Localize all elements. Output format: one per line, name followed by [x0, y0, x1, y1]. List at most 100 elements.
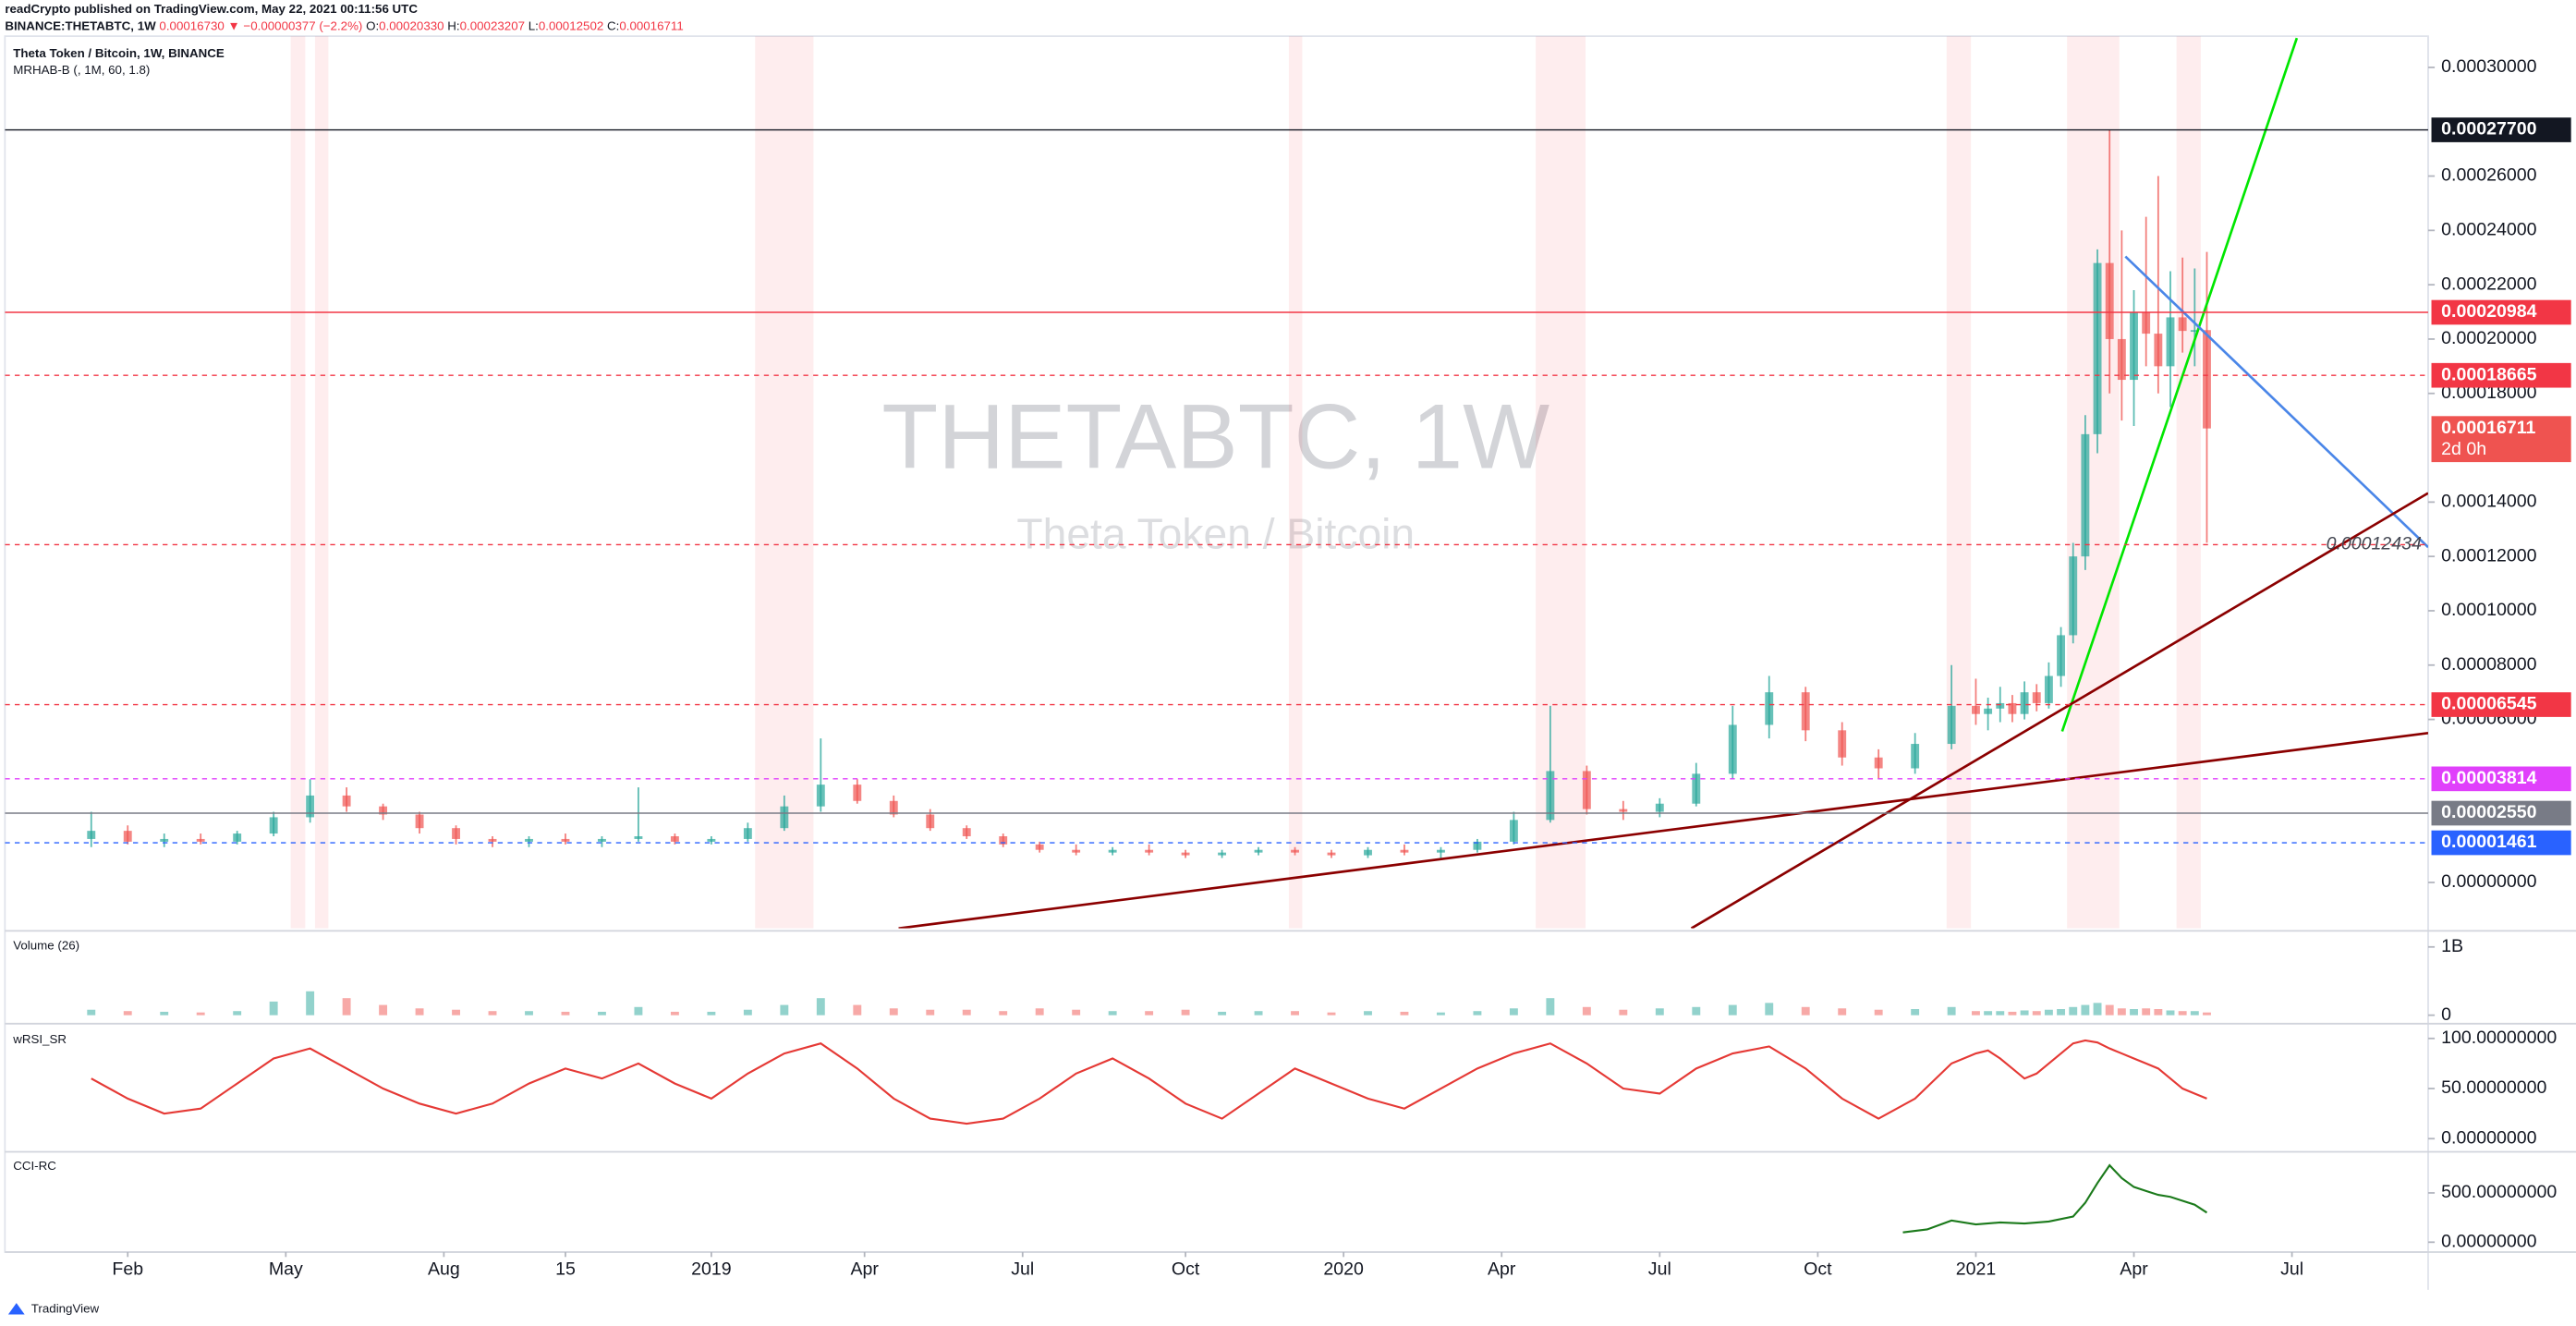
volume-bar	[2203, 1012, 2211, 1016]
x-tick-label: Apr	[1488, 1259, 1516, 1280]
volume-bar	[2130, 1009, 2138, 1016]
candle-body	[1546, 771, 1555, 821]
volume-bar	[2190, 1011, 2199, 1016]
close-label: C:	[607, 18, 619, 32]
x-tick-label: Oct	[1172, 1259, 1200, 1280]
volume-bar	[379, 1004, 388, 1016]
y-tick-label: 0.00020000	[2441, 328, 2536, 348]
volume-bar	[415, 1008, 424, 1016]
candle-body	[598, 838, 606, 842]
y-tick-label: 100.00000000	[2441, 1028, 2557, 1048]
level-label: 0.00002550	[2441, 802, 2536, 822]
x-tick-label: 2019	[691, 1259, 731, 1280]
level-label: 0.00020984	[2441, 301, 2536, 322]
level-label: 0.00018665	[2441, 364, 2536, 384]
candle-body	[1473, 841, 1482, 850]
y-tick-label: 0	[2441, 1004, 2451, 1025]
y-tick-label: 0.00010000	[2441, 600, 2536, 620]
volume-bar	[1655, 1008, 1664, 1016]
volume-bar	[670, 1011, 679, 1016]
candle-body	[2105, 262, 2114, 339]
y-tick-label: 0.00008000	[2441, 654, 2536, 675]
candle-body	[1619, 809, 1628, 812]
candle-body	[1218, 852, 1227, 856]
high-label: H:	[447, 18, 459, 32]
candle-body	[2093, 262, 2102, 434]
level-inline-label: 0.00012434	[2327, 534, 2422, 554]
volume-bar	[342, 998, 351, 1016]
indicator-legend: MRHAB-B (, 1M, 60, 1.8)	[13, 63, 150, 77]
volume-bar	[1473, 1011, 1482, 1016]
candle-body	[780, 806, 789, 829]
volume-bar	[743, 1009, 752, 1016]
y-tick-label: 0.00030000	[2441, 56, 2536, 77]
pane-title: CCI-RC	[13, 1159, 56, 1173]
volume-bar	[87, 1009, 96, 1016]
last-price: 0.00016730	[159, 18, 224, 32]
candle-body	[1108, 849, 1117, 853]
volume-bar	[2032, 1011, 2041, 1016]
volume-bar	[1436, 1012, 1445, 1016]
candle-body	[962, 828, 971, 837]
x-tick-label: Oct	[1804, 1259, 1832, 1280]
candle-body	[1655, 803, 1664, 812]
volume-bar	[1291, 1011, 1299, 1016]
volume-bar	[160, 1011, 169, 1016]
y-tick-label: 50.00000000	[2441, 1077, 2546, 1098]
level-label: 0.00001461	[2441, 832, 2536, 852]
volume-bar	[853, 1004, 862, 1016]
candle-body	[2130, 311, 2138, 381]
candle-body	[379, 806, 388, 815]
candle-body	[415, 814, 424, 829]
level-label-bg	[2431, 362, 2571, 388]
candle-body	[2142, 311, 2151, 335]
candle-body	[1765, 692, 1774, 725]
volume-bar	[707, 1011, 716, 1016]
candle-body	[2020, 692, 2029, 714]
candle-body	[2154, 334, 2163, 367]
candle-body	[306, 795, 315, 818]
y-tick-label: 0.00014000	[2441, 492, 2536, 512]
volume-bar	[561, 1011, 570, 1016]
volume-bar	[123, 1011, 132, 1016]
volume-bar	[1972, 1011, 1980, 1016]
candle-body	[1728, 724, 1737, 774]
volume-bar	[1400, 1011, 1409, 1016]
candle-body	[2008, 702, 2017, 714]
volume-bar	[1546, 998, 1555, 1016]
candle-body	[670, 836, 679, 842]
volume-bar	[196, 1012, 205, 1016]
signal-band	[755, 36, 814, 929]
volume-bar	[2081, 1004, 2090, 1016]
volume-bar	[780, 1004, 789, 1016]
candle-body	[2081, 433, 2090, 557]
volume-bar	[525, 1011, 533, 1016]
candle-body	[1801, 692, 1810, 731]
level-label-bg	[2431, 830, 2571, 856]
volume-bar	[962, 1009, 971, 1016]
volume-bar	[1801, 1006, 1810, 1016]
candle-body	[634, 836, 643, 839]
volume-bar	[1947, 1006, 1956, 1016]
candle-body	[2178, 317, 2187, 332]
trendline	[2060, 37, 2299, 732]
candle-body	[1874, 757, 1883, 769]
volume-bar	[306, 991, 315, 1016]
candle-body	[707, 838, 716, 842]
candle-body	[1436, 849, 1445, 853]
level-label-bg	[2431, 692, 2571, 717]
signal-band	[2176, 36, 2201, 929]
level-label-bg	[2431, 766, 2571, 792]
volume-bar	[1874, 1009, 1883, 1016]
price-pane	[5, 36, 2428, 929]
open: 0.00020330	[379, 18, 444, 32]
candle-body	[1984, 708, 1993, 714]
volume-bar	[2154, 1009, 2163, 1016]
volume-bar	[2008, 1011, 2017, 1016]
volume-bar	[1145, 1011, 1154, 1016]
close: 0.00016711	[619, 18, 683, 32]
level-label: 0.00006545	[2441, 694, 2536, 714]
candle-body	[1996, 702, 2005, 709]
candle-body	[1181, 852, 1190, 856]
